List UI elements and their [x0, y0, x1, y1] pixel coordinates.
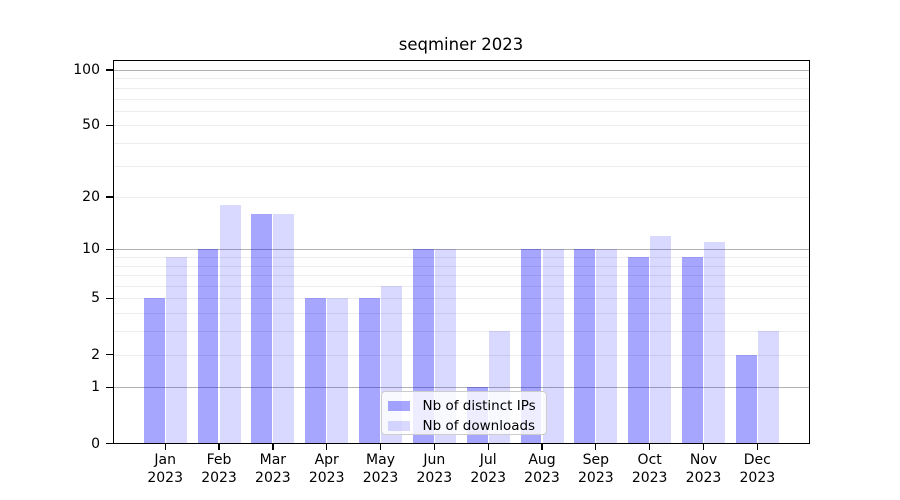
x-tick-may: [379, 443, 382, 450]
y-tick-label-10: 10: [82, 241, 100, 258]
bar-nb-of-distinct-ips-apr: [305, 298, 327, 444]
bar-nb-of-distinct-ips-mar: [251, 214, 273, 444]
legend-swatch-distinct-ips: [387, 400, 410, 412]
gridline-minor-70: [112, 98, 810, 100]
y-tick-label-0: 0: [91, 435, 100, 452]
gridline-minor-50: [112, 125, 810, 127]
x-tick-apr: [326, 443, 328, 450]
gridline-minor-80: [112, 87, 810, 89]
gridline-minor-60: [112, 110, 810, 112]
x-tick-label-sep: Sep 2023: [578, 452, 614, 486]
bar-nb-of-downloads-oct: [650, 235, 672, 444]
bar-nb-of-downloads-nov: [704, 242, 725, 444]
x-tick-label-feb: Feb 2023: [201, 452, 237, 486]
gridline-major-10: [112, 249, 810, 251]
gridline-major-1: [112, 387, 810, 389]
bar-nb-of-downloads-mar: [273, 214, 295, 444]
plot-area: [112, 60, 810, 444]
legend-item-downloads: Nb of downloads: [387, 416, 538, 436]
legend-label-distinct-ips: Nb of distinct IPs: [422, 398, 536, 414]
gridline-minor-4: [112, 313, 810, 315]
x-tick-jul: [487, 443, 489, 450]
y-tick-20: [105, 196, 113, 198]
bar-nb-of-downloads-aug: [542, 249, 564, 444]
gridline-minor-90: [112, 78, 810, 80]
y-tick-50: [105, 124, 113, 126]
x-tick-jun: [433, 443, 435, 450]
y-tick-5: [105, 297, 113, 300]
y-tick-100: [105, 69, 113, 71]
x-tick-label-oct: Oct 2023: [631, 452, 668, 486]
bar-nb-of-distinct-ips-dec: [735, 354, 757, 444]
x-tick-dec: [756, 443, 758, 450]
y-tick-10: [105, 248, 113, 251]
gridline-minor-30: [112, 165, 810, 167]
bar-nb-of-distinct-ips-oct: [628, 257, 650, 444]
gridline-minor-6: [112, 286, 810, 288]
x-tick-label-may: May 2023: [362, 452, 399, 486]
bar-nb-of-distinct-ips-jan: [143, 298, 165, 444]
bar-nb-of-downloads-dec: [757, 331, 779, 444]
y-tick-label-5: 5: [91, 290, 100, 307]
y-tick-label-100: 100: [73, 61, 100, 78]
gridline-minor-9: [112, 257, 810, 259]
legend-item-distinct-ips: Nb of distinct IPs: [387, 396, 538, 416]
gridline-minor-40: [112, 142, 810, 144]
chart-title: seqminer 2023: [398, 35, 524, 54]
x-tick-label-nov: Nov 2023: [685, 452, 722, 486]
y-tick-label-50: 50: [82, 117, 100, 134]
x-tick-label-dec: Dec 2023: [739, 452, 776, 486]
bar-nb-of-downloads-jan: [165, 257, 187, 444]
bar-nb-of-distinct-ips-may: [359, 298, 380, 444]
gridline-minor-8: [112, 265, 810, 267]
x-tick-sep: [595, 443, 597, 450]
x-tick-feb: [218, 443, 220, 450]
y-tick-label-20: 20: [82, 189, 100, 206]
legend: Nb of distinct IPs Nb of downloads: [380, 391, 547, 436]
x-tick-nov: [702, 443, 705, 450]
x-tick-oct: [649, 443, 651, 450]
y-tick-1: [105, 386, 113, 389]
legend-label-downloads: Nb of downloads: [422, 418, 536, 434]
x-tick-label-mar: Mar 2023: [255, 452, 291, 486]
bar-nb-of-downloads-feb: [219, 205, 241, 444]
gridline-minor-2: [112, 354, 810, 356]
gridline-major-100: [112, 69, 810, 71]
y-tick-0: [105, 442, 113, 445]
gridline-minor-20: [112, 197, 810, 199]
x-tick-label-apr: Apr 2023: [308, 452, 345, 486]
legend-swatch-downloads: [387, 420, 410, 432]
bar-nb-of-distinct-ips-feb: [197, 249, 219, 444]
x-tick-label-aug: Aug 2023: [524, 452, 560, 486]
bar-nb-of-downloads-apr: [327, 298, 349, 444]
bar-nb-of-downloads-sep: [596, 249, 618, 444]
y-tick-label-2: 2: [91, 346, 100, 363]
gridline-minor-7: [112, 275, 810, 277]
gridline-minor-3: [112, 331, 810, 333]
gridline-minor-5: [112, 298, 810, 300]
bar-nb-of-distinct-ips-sep: [574, 249, 596, 444]
x-tick-aug: [541, 443, 543, 450]
y-tick-label-1: 1: [91, 379, 100, 396]
x-tick-label-jan: Jan 2023: [147, 452, 183, 486]
bar-nb-of-distinct-ips-nov: [682, 257, 703, 444]
x-tick-jan: [164, 443, 166, 450]
x-tick-label-jul: Jul 2023: [470, 452, 506, 486]
y-tick-2: [105, 353, 113, 356]
x-tick-mar: [272, 443, 274, 450]
x-tick-label-jun: Jun 2023: [416, 452, 453, 486]
